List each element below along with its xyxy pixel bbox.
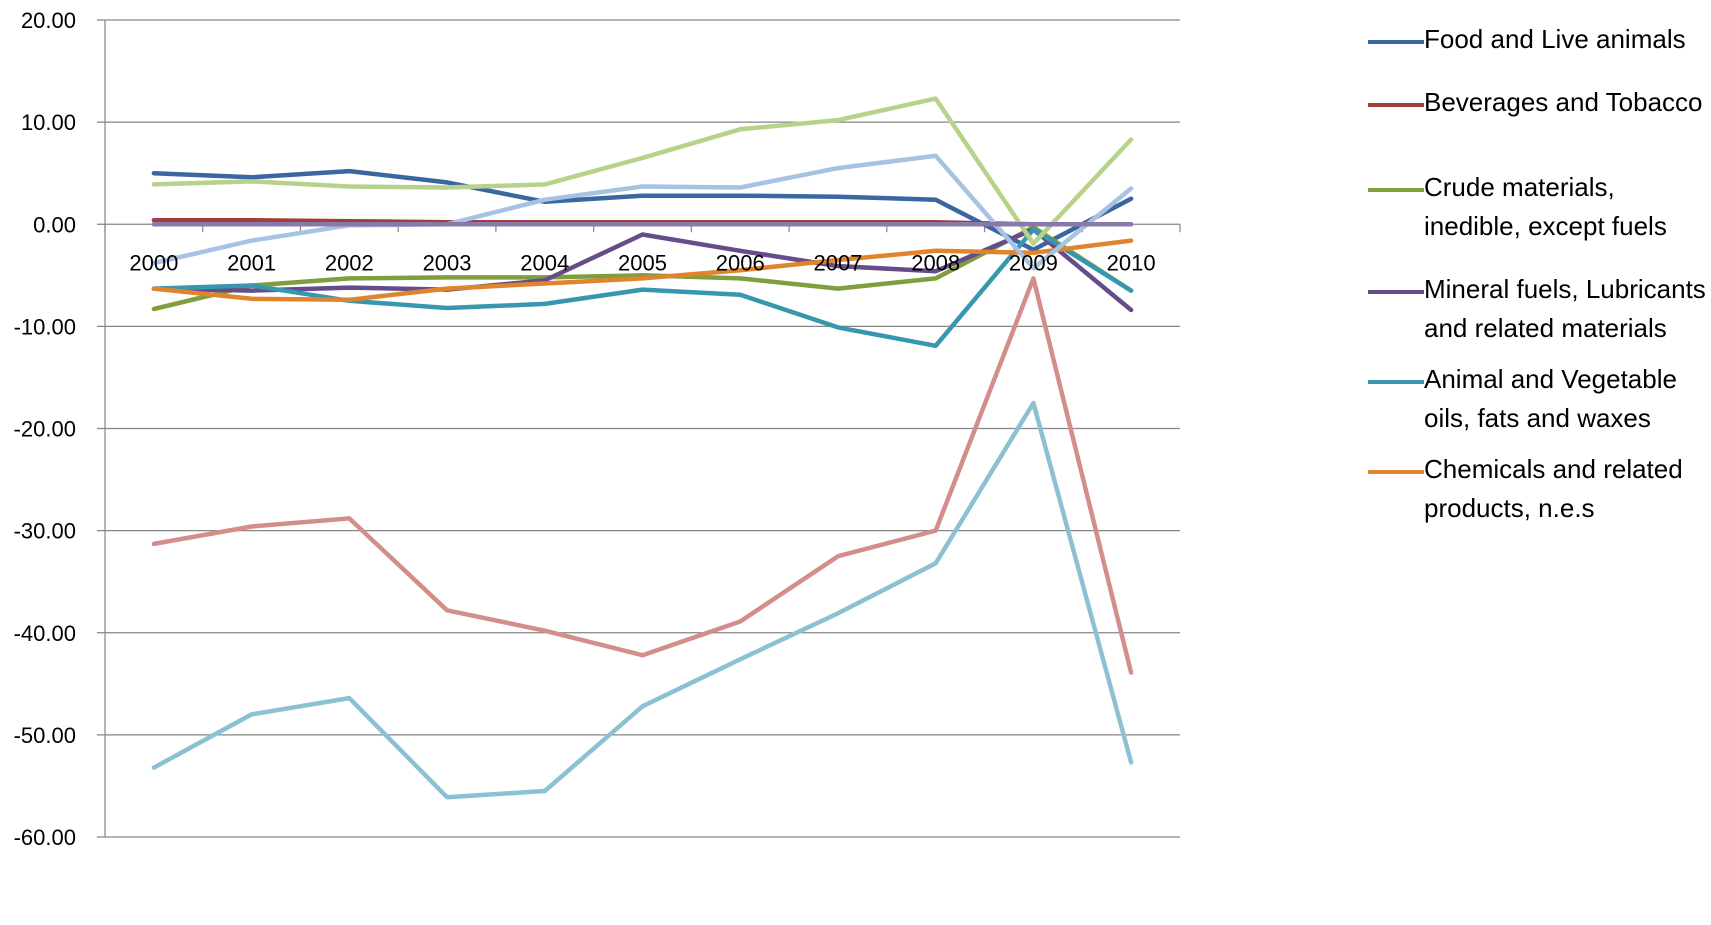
x-tick-label: 2002	[325, 250, 374, 275]
series-line-6	[151, 153, 1134, 271]
x-axis-tick-labels: 2000 2001 2002 2003 2004 2005 2006 2007 2008 2009…	[129, 250, 1155, 275]
y-tick-label: -30.00	[14, 519, 76, 544]
y-tick-label: -50.00	[14, 723, 76, 748]
x-tick-label: 2009	[1009, 250, 1058, 275]
y-tick-label: -10.00	[14, 314, 76, 339]
legend-swatch	[1368, 188, 1424, 192]
series-line-7	[151, 276, 1134, 675]
y-tick-label: -40.00	[14, 621, 76, 646]
y-tick-label: 0.00	[33, 212, 76, 237]
series-line-3	[151, 227, 1134, 313]
series-line-8	[151, 96, 1134, 246]
legend-item: Food and Live animals	[1368, 20, 1708, 59]
series-line-4	[151, 227, 1134, 349]
x-tick-label: 2001	[227, 250, 276, 275]
legend-swatch	[1368, 470, 1424, 474]
legend-item: Animal and Vegetable oils, fats and waxe…	[1368, 360, 1708, 438]
legend-label: Animal and Vegetable oils, fats and waxe…	[1424, 364, 1677, 433]
x-tick-label: 2006	[716, 250, 765, 275]
x-tick-label: 2010	[1107, 250, 1156, 275]
y-tick-label: 10.00	[21, 110, 76, 135]
y-axis-tick-labels: 20.00 10.00 0.00 -10.00 -20.00 -30.00 -40.00 -5…	[14, 8, 76, 850]
x-tick-label: 2008	[911, 250, 960, 275]
x-tick-label: 2005	[618, 250, 667, 275]
y-tick-label: -60.00	[14, 825, 76, 850]
x-tick-label: 2004	[520, 250, 569, 275]
legend-item: Mineral fuels, Lubricants and related ma…	[1368, 270, 1708, 348]
legend-item: Beverages and Tobacco	[1368, 83, 1708, 122]
legend-label: Chemicals and related products, n.e.s	[1424, 454, 1683, 523]
series-lines	[151, 96, 1134, 800]
series-line-0	[151, 168, 1134, 253]
legend-label: Crude materials, inedible, except fuels	[1424, 172, 1667, 241]
legend-swatch	[1368, 103, 1424, 107]
legend-item: Crude materials, inedible, except fuels	[1368, 168, 1708, 246]
legend-label: Food and Live animals	[1424, 24, 1686, 54]
legend: Food and Live animals Beverages and Tobac…	[1368, 20, 1708, 528]
x-tick-label: 2003	[423, 250, 472, 275]
series-line-2	[151, 225, 1134, 312]
legend-swatch	[1368, 290, 1424, 294]
legend-label: Beverages and Tobacco	[1424, 87, 1703, 117]
x-tick-label: 2007	[813, 250, 862, 275]
legend-label: Mineral fuels, Lubricants and related ma…	[1424, 274, 1706, 343]
series-line-10	[151, 400, 1134, 800]
y-tick-label: -20.00	[14, 417, 76, 442]
legend-item: Chemicals and related products, n.e.s	[1368, 450, 1708, 528]
x-tick-label: 2000	[129, 250, 178, 275]
legend-swatch	[1368, 40, 1424, 44]
legend-swatch	[1368, 380, 1424, 384]
y-tick-label: 20.00	[21, 8, 76, 33]
series-line-5	[151, 238, 1134, 303]
